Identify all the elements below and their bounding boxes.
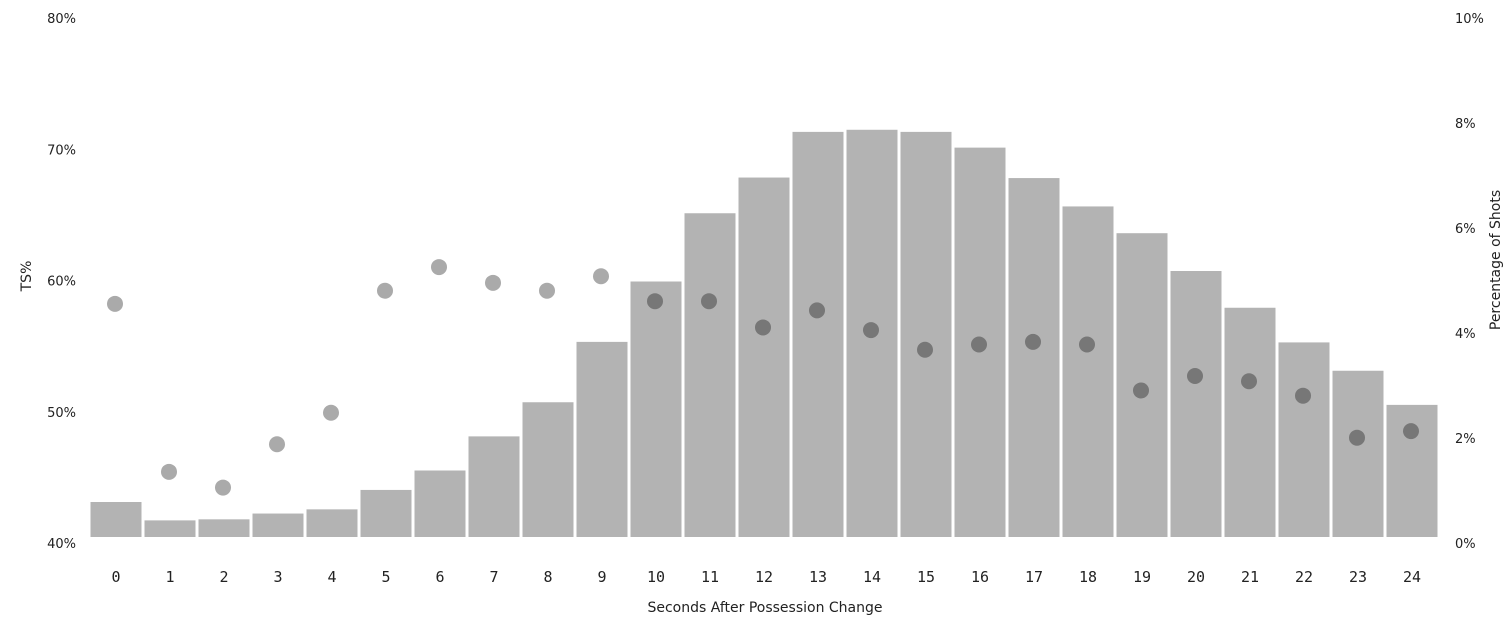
point-22: [1295, 387, 1311, 404]
x-tick-label: 18: [1079, 568, 1097, 586]
right-tick-label: 6%: [1455, 222, 1476, 237]
point-11: [701, 293, 717, 310]
point-18: [1079, 336, 1095, 353]
x-tick-label: 20: [1187, 568, 1205, 586]
left-axis-label: TS%: [19, 261, 35, 293]
right-axis-ticks: 0% 2% 4% 6% 8% 10%: [1455, 12, 1484, 552]
bar-23: [1332, 370, 1384, 537]
x-tick-label: 8: [543, 568, 552, 586]
x-tick-label: 12: [755, 568, 773, 586]
point-8: [539, 282, 555, 299]
right-tick-label: 10%: [1455, 12, 1484, 27]
x-tick-label: 10: [647, 568, 665, 586]
point-14: [863, 322, 879, 339]
point-21: [1241, 373, 1257, 390]
point-7: [485, 274, 501, 291]
right-tick-label: 2%: [1455, 432, 1476, 447]
point-10: [647, 293, 663, 310]
x-tick-label: 21: [1241, 568, 1259, 586]
point-5: [377, 282, 393, 299]
bar-9: [576, 341, 628, 537]
bar-3: [252, 513, 304, 537]
x-tick-label: 15: [917, 568, 935, 586]
x-tick-label: 23: [1349, 568, 1367, 586]
x-tick-label: 19: [1133, 568, 1151, 586]
bar-6: [414, 470, 466, 537]
right-tick-label: 8%: [1455, 117, 1476, 132]
x-tick-label: 24: [1403, 568, 1421, 586]
points-layer: [107, 259, 1419, 496]
x-tick-label: 6: [435, 568, 444, 586]
point-3: [269, 436, 285, 453]
left-tick-label: 70%: [47, 143, 76, 158]
point-13: [809, 302, 825, 319]
bar-12: [738, 177, 790, 538]
point-24: [1403, 423, 1419, 440]
x-tick-label: 4: [327, 568, 336, 586]
x-tick-label: 16: [971, 568, 989, 586]
point-2: [215, 479, 231, 496]
right-axis-label: Percentage of Shots: [1488, 190, 1504, 330]
bars-layer: [90, 129, 1438, 538]
point-19: [1133, 382, 1149, 399]
point-4: [323, 404, 339, 421]
bar-4: [306, 509, 358, 537]
left-tick-label: 60%: [47, 275, 76, 290]
bar-0: [90, 502, 142, 537]
x-tick-label: 13: [809, 568, 827, 586]
point-17: [1025, 333, 1041, 350]
point-12: [755, 319, 771, 336]
x-tick-label: 0: [111, 568, 120, 586]
bar-18: [1062, 206, 1114, 538]
x-tick-label: 17: [1025, 568, 1043, 586]
x-tick-label: 5: [381, 568, 390, 586]
left-axis-ticks: 40% 50% 60% 70% 80%: [47, 12, 76, 552]
bar-21: [1224, 307, 1276, 537]
bar-5: [360, 489, 412, 537]
bar-13: [792, 131, 844, 537]
point-23: [1349, 429, 1365, 446]
bar-22: [1278, 342, 1330, 537]
bar-2: [198, 519, 250, 537]
bar-17: [1008, 178, 1060, 537]
right-tick-label: 0%: [1455, 537, 1476, 552]
bar-10: [630, 281, 682, 537]
left-tick-label: 80%: [47, 12, 76, 27]
point-9: [593, 268, 609, 285]
bar-8: [522, 402, 574, 537]
x-tick-label: 1: [165, 568, 174, 586]
bar-15: [900, 131, 952, 537]
x-tick-label: 14: [863, 568, 881, 586]
bar-11: [684, 213, 736, 537]
point-0: [107, 295, 123, 312]
bar-1: [144, 520, 196, 537]
x-tick-label: 9: [597, 568, 606, 586]
right-tick-label: 4%: [1455, 327, 1476, 342]
point-1: [161, 463, 177, 480]
point-20: [1187, 368, 1203, 384]
bar-7: [468, 436, 520, 537]
point-16: [971, 336, 987, 353]
x-axis-ticks: 0 1 2 3 4 5 6 7 8 9 10 11 12 13 14 15 16 17 18 19 20 21 22 23 24: [111, 568, 1421, 586]
bar-20: [1170, 271, 1222, 537]
point-15: [917, 341, 933, 358]
x-tick-label: 11: [701, 568, 719, 586]
left-tick-label: 40%: [47, 537, 76, 552]
x-tick-label: 2: [219, 568, 228, 586]
x-tick-label: 7: [489, 568, 498, 586]
x-tick-label: 22: [1295, 568, 1313, 586]
left-tick-label: 50%: [47, 406, 76, 421]
x-tick-label: 3: [273, 568, 282, 586]
point-6: [431, 259, 447, 276]
x-axis-label: Seconds After Possession Change: [647, 600, 882, 616]
